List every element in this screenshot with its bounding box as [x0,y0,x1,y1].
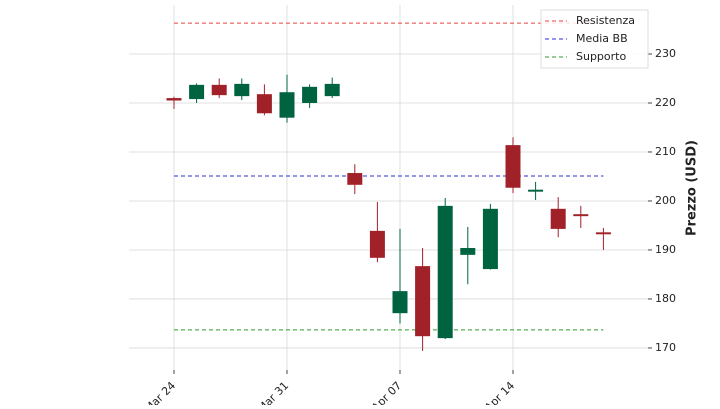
candle-body [415,266,431,337]
legend-label: Media BB [576,32,628,45]
candle-body [392,291,408,314]
candle-body [505,145,521,188]
legend-label: Resistenza [576,14,635,27]
candle-body [211,84,227,96]
candle-body [437,205,453,339]
y-tick-label: 170 [655,341,676,354]
candle-body [460,248,476,255]
y-axis-label: Prezzo (USD) [685,140,700,236]
y-tick-label: 190 [655,243,676,256]
candle-body [595,232,611,235]
legend-box [540,9,649,69]
candle-body [302,86,318,103]
candle-body [482,208,498,270]
x-tick-label: Apr 07 [369,379,404,405]
candle-body [279,92,295,118]
y-tick-label: 200 [655,194,676,207]
y-tick-label: 180 [655,292,676,305]
y-tick-label: 230 [655,47,676,60]
candle-body [528,189,544,192]
candle-body [347,173,363,185]
y-tick-label: 210 [655,145,676,158]
x-tick-label: Apr 14 [482,379,517,405]
legend-label: Supporto [576,50,626,63]
candle-body [256,94,272,114]
candle-body [166,98,182,101]
candle-body [189,84,205,100]
candle-body [573,214,589,217]
candle-body [234,83,250,97]
y-tick-label: 220 [655,96,676,109]
legend: Resistenza Media BB Supporto [540,9,649,69]
x-tick-label: Mar 24 [142,379,178,405]
candle-body [324,83,340,97]
candle-body [550,208,566,229]
candle-body [369,230,385,258]
x-tick-label: Mar 31 [255,379,291,405]
